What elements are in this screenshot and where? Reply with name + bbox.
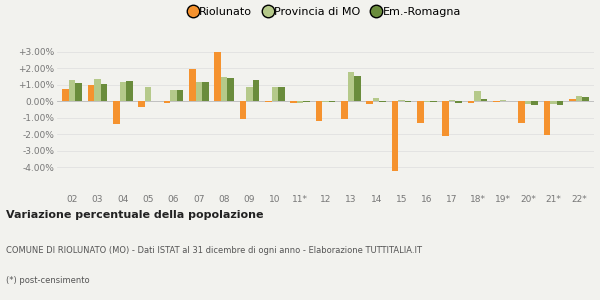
Bar <box>442 101 449 136</box>
Bar <box>62 89 69 101</box>
Bar <box>544 101 550 135</box>
Bar <box>417 101 424 123</box>
Bar <box>76 83 82 101</box>
Bar <box>449 100 455 101</box>
Bar <box>246 86 253 101</box>
Bar <box>196 82 202 101</box>
Bar <box>221 76 227 101</box>
Bar <box>316 101 322 121</box>
Bar <box>239 101 246 119</box>
Bar <box>322 101 329 102</box>
Bar <box>94 79 101 101</box>
Text: Variazione percentuale della popolazione: Variazione percentuale della popolazione <box>6 210 263 220</box>
Text: (*) post-censimento: (*) post-censimento <box>6 276 89 285</box>
Bar <box>405 101 412 102</box>
Bar <box>373 98 379 101</box>
Bar <box>126 81 133 101</box>
Bar <box>272 87 278 101</box>
Bar <box>341 101 347 119</box>
Bar <box>164 101 170 103</box>
Bar <box>575 96 582 101</box>
Bar <box>347 73 354 101</box>
Bar <box>366 101 373 104</box>
Bar <box>500 100 506 101</box>
Bar <box>569 99 575 101</box>
Bar <box>189 69 196 101</box>
Bar <box>474 92 481 101</box>
Bar <box>88 85 94 101</box>
Bar <box>506 100 512 101</box>
Bar <box>145 87 151 101</box>
Bar <box>550 101 557 104</box>
Bar <box>424 101 430 102</box>
Bar <box>290 101 297 103</box>
Bar <box>467 101 474 103</box>
Bar <box>297 101 304 103</box>
Bar <box>481 99 487 101</box>
Bar <box>329 101 335 102</box>
Bar <box>518 101 525 123</box>
Bar <box>532 101 538 105</box>
Bar <box>227 78 234 101</box>
Bar <box>113 101 119 124</box>
Bar <box>202 82 209 101</box>
Bar <box>582 97 589 101</box>
Bar <box>557 101 563 106</box>
Bar <box>392 101 398 171</box>
Bar <box>265 101 272 102</box>
Bar <box>525 101 532 104</box>
Bar <box>139 101 145 107</box>
Bar <box>354 76 361 101</box>
Bar <box>214 52 221 101</box>
Bar <box>379 101 386 102</box>
Bar <box>177 90 184 101</box>
Bar <box>253 80 259 101</box>
Bar <box>398 100 405 101</box>
Bar <box>69 80 76 101</box>
Text: COMUNE DI RIOLUNATO (MO) - Dati ISTAT al 31 dicembre di ogni anno - Elaborazione: COMUNE DI RIOLUNATO (MO) - Dati ISTAT al… <box>6 246 422 255</box>
Bar <box>455 101 462 103</box>
Bar <box>493 101 500 102</box>
Bar <box>304 101 310 102</box>
Bar <box>430 101 437 102</box>
Bar <box>119 82 126 101</box>
Bar <box>278 87 285 101</box>
Bar <box>170 90 177 101</box>
Legend: Riolunato, Provincia di MO, Em.-Romagna: Riolunato, Provincia di MO, Em.-Romagna <box>185 3 466 21</box>
Bar <box>101 84 107 101</box>
